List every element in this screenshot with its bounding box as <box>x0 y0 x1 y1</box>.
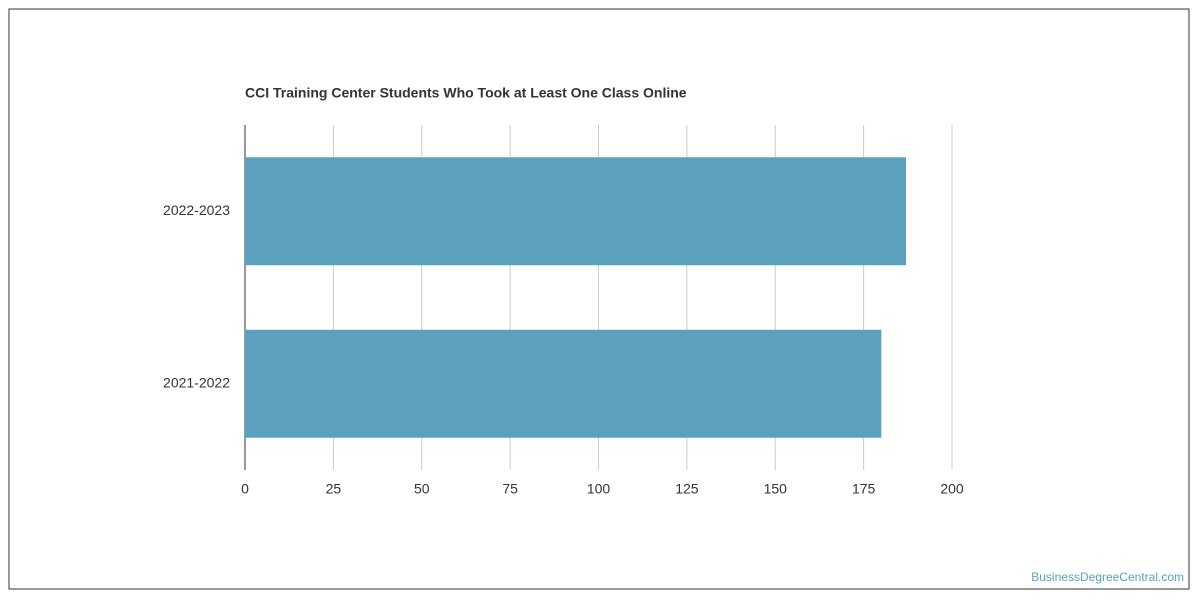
x-tick-label: 150 <box>764 481 788 497</box>
x-tick-label: 25 <box>326 481 342 497</box>
bar <box>245 157 907 266</box>
x-tick-label: 50 <box>414 481 430 497</box>
x-tick-label: 175 <box>852 481 876 497</box>
y-tick-label: 2022-2023 <box>163 202 230 218</box>
x-tick-label: 0 <box>241 481 249 497</box>
chart-title: CCI Training Center Students Who Took at… <box>245 85 687 101</box>
x-tick-label: 75 <box>502 481 518 497</box>
x-tick-label: 200 <box>940 481 964 497</box>
source: BusinessDegreeCentral.com <box>1031 570 1184 584</box>
x-tick-label: 125 <box>675 481 699 497</box>
y-tick-label: 2021-2022 <box>163 374 230 390</box>
bar <box>245 329 882 438</box>
x-tick-label: 100 <box>587 481 611 497</box>
